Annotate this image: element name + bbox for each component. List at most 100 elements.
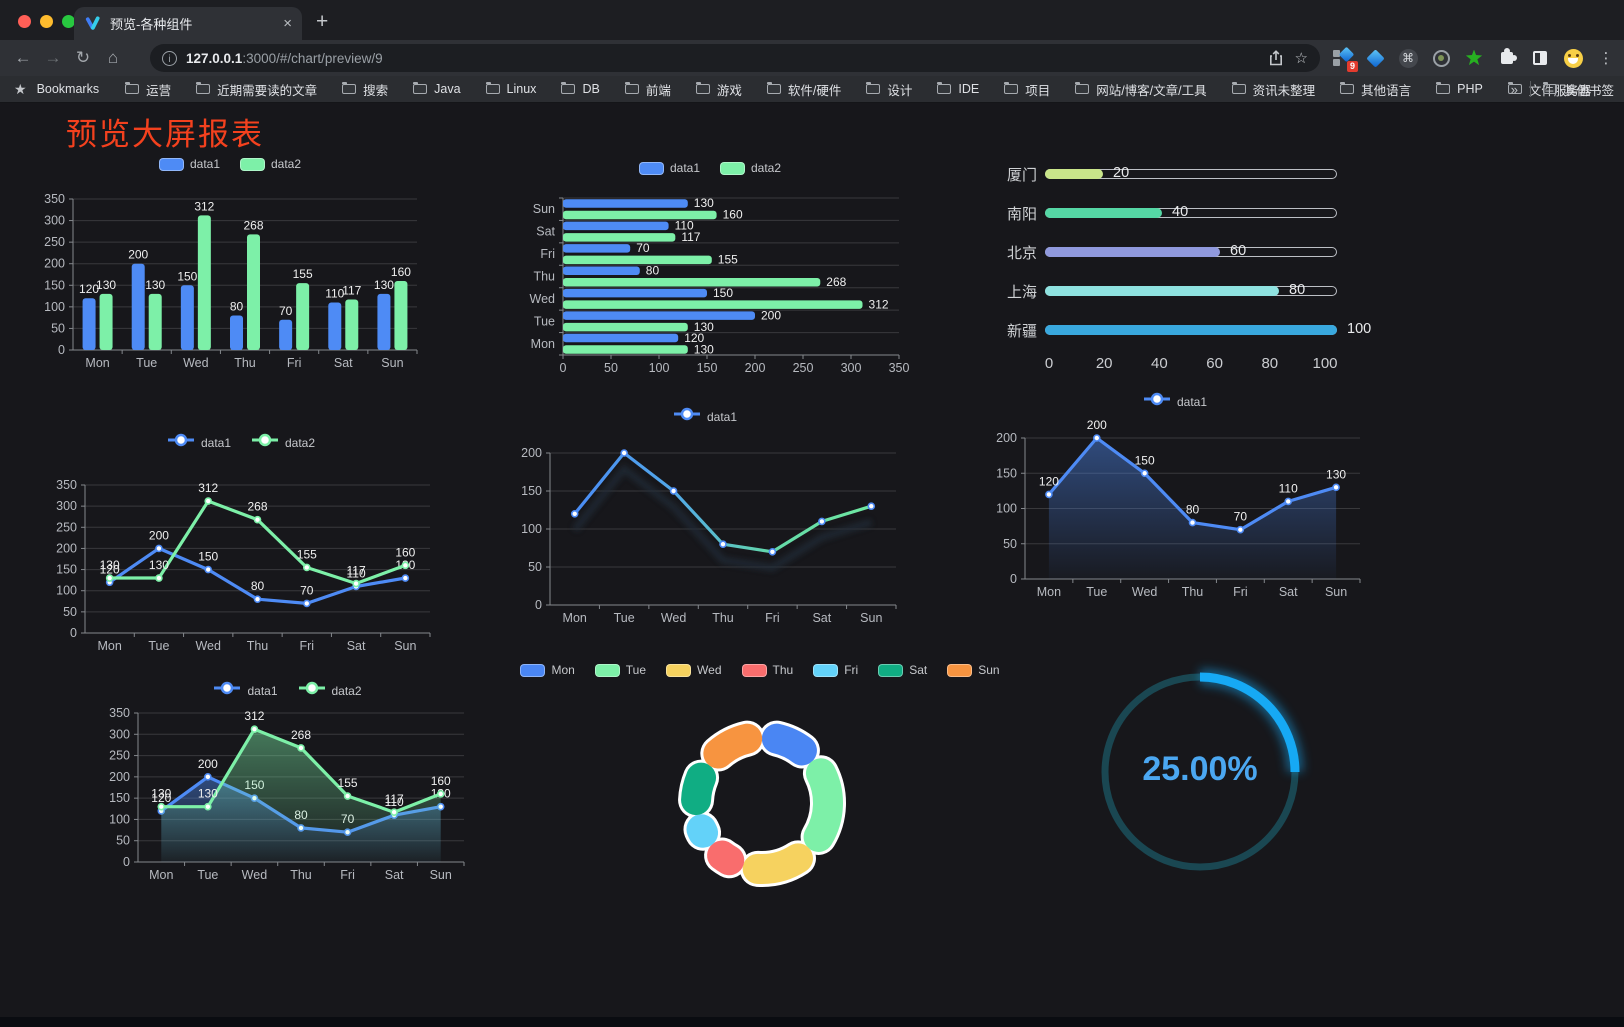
- svg-text:250: 250: [44, 235, 65, 249]
- legend-label: data1: [247, 683, 278, 698]
- bookmark-folder[interactable]: PHP: [1436, 81, 1483, 96]
- chart-gauge[interactable]: 25.00%: [1085, 652, 1315, 892]
- legend-item-Thu[interactable]: Thu: [741, 663, 793, 677]
- share-icon[interactable]: [1269, 50, 1283, 66]
- line-legend-marker-icon: [213, 681, 241, 700]
- bookmark-folder[interactable]: 资讯未整理: [1231, 80, 1315, 99]
- bookmark-label: 项目: [1025, 83, 1051, 98]
- bookmark-folder[interactable]: 网站/博客/文章/工具: [1075, 80, 1207, 99]
- legend-item-Fri[interactable]: Fri: [813, 663, 858, 677]
- bookmark-folder[interactable]: Java: [413, 81, 461, 96]
- tab-close-icon[interactable]: ×: [283, 15, 292, 32]
- legend-item-data1[interactable]: data1: [213, 681, 278, 700]
- bookmark-folder[interactable]: 其他语言: [1340, 80, 1411, 99]
- home-icon[interactable]: ⌂: [107, 48, 119, 67]
- chart-canvas-line-two-series[interactable]: 0 50 100 150 200 250 300 350 Mon Tue Wed Thu Fri Sat S…: [45, 425, 437, 653]
- bookmark-folder[interactable]: 项目: [1004, 80, 1050, 99]
- bookmark-folder[interactable]: 搜索: [342, 80, 388, 99]
- legend-item-Sun[interactable]: Sun: [947, 663, 1000, 677]
- traffic-light-minimize[interactable]: [40, 15, 53, 28]
- svg-text:350: 350: [44, 192, 65, 206]
- chart-bar-horizontal[interactable]: data1 data2 0 50 100 150 200 250 300 350 Mon 120 130…: [505, 147, 915, 375]
- browser-menu-icon[interactable]: ⋮: [1598, 50, 1614, 67]
- bookmark-folder[interactable]: 前端: [624, 80, 671, 99]
- bookmark-folder[interactable]: IDE: [937, 81, 979, 96]
- chart-canvas-gauge-percent[interactable]: [1085, 652, 1315, 892]
- profile-avatar[interactable]: [1563, 48, 1583, 68]
- bookmark-folder[interactable]: 运营: [125, 80, 171, 99]
- chart-line-two-series[interactable]: data1 data2 0 50 100 150 200 250 300 350 Mon Tue Wed…: [45, 425, 437, 653]
- svg-text:200: 200: [761, 308, 781, 322]
- legend-item-data1[interactable]: data1: [167, 433, 231, 452]
- bookmark-folder[interactable]: 文件服务器: [1507, 80, 1591, 99]
- chart-canvas-donut-week[interactable]: [560, 655, 960, 900]
- legend-label: data1: [189, 157, 220, 171]
- svg-text:Thu: Thu: [290, 868, 312, 882]
- extension-icon-grid[interactable]: 9: [1332, 46, 1358, 72]
- svg-text:Wed: Wed: [195, 639, 221, 653]
- chart-line-gradient[interactable]: data1 0 50 100 150 200 Mon Tue Wed Thu Fri Sat Sun: [505, 400, 905, 626]
- legend-item-Wed[interactable]: Wed: [666, 663, 722, 677]
- other-bookmarks-folder[interactable]: 其他书签: [1542, 80, 1614, 99]
- legend-item-data2[interactable]: data2: [720, 161, 781, 175]
- svg-text:Fri: Fri: [287, 356, 302, 370]
- forward-icon[interactable]: →: [44, 48, 62, 67]
- progress-fill: [1045, 286, 1279, 296]
- chart-canvas-line-area-two[interactable]: 0 50 100 150 200 250 300 350 Mon Tue Wed Thu Fri Sat S…: [100, 675, 475, 887]
- chart-line-area-two[interactable]: data1 data2 0 50 100 150 200 250 300 350 Mon Tue Wed…: [100, 675, 475, 887]
- extension-icon-star[interactable]: [1464, 48, 1484, 68]
- url-text[interactable]: 127.0.0.1:3000/#/chart/preview/9: [186, 50, 383, 66]
- bookmark-star-icon[interactable]: ☆: [1294, 50, 1308, 67]
- bookmark-folder[interactable]: Linux: [485, 81, 536, 96]
- svg-text:Sat: Sat: [1279, 585, 1298, 599]
- svg-text:200: 200: [149, 528, 169, 542]
- chart-bar-vertical[interactable]: data1 data2 0 50 100 150 200 250 300 350 Mon Tue Wed…: [35, 145, 425, 370]
- chart-canvas-line-area[interactable]: 0 50 100 150 200 Mon Tue Wed Thu Fri Sat Sun 120 200 1…: [980, 390, 1370, 602]
- reload-icon[interactable]: ↻: [75, 48, 91, 67]
- legend-item-data1[interactable]: data1: [638, 161, 700, 175]
- legend-item-data1[interactable]: data1: [158, 157, 220, 171]
- legend-item-data2[interactable]: data2: [240, 157, 301, 171]
- svg-text:155: 155: [338, 776, 358, 790]
- extension-icon-command[interactable]: ⌘: [1398, 48, 1418, 68]
- legend-item-data2[interactable]: data2: [251, 433, 315, 452]
- bookmarks-label[interactable]: Bookmarks: [36, 82, 100, 96]
- page-title: 预览大屏报表: [66, 117, 264, 152]
- new-tab-button[interactable]: +: [316, 10, 329, 33]
- chart-donut[interactable]: Mon Tue Wed Thu Fri Sat Sun: [520, 655, 1000, 900]
- svg-text:0: 0: [58, 343, 65, 357]
- chart-line-area[interactable]: data1 0 50 100 150 200 Mon Tue Wed Thu Fri Sat Sun 12…: [980, 390, 1370, 602]
- legend-item-Sat[interactable]: Sat: [878, 663, 927, 677]
- bookmark-folder[interactable]: 近期需要读的文章: [196, 80, 317, 99]
- extension-icon-darkmode[interactable]: [1530, 48, 1550, 68]
- chart-canvas-bar-grouped-vertical[interactable]: 0 50 100 150 200 250 300 350 Mon Tue Wed Thu Fri Sat S…: [35, 145, 425, 370]
- chart-city-progress[interactable]: 厦门 20 南阳 40 北京 60 上海 80 新疆 100 0 20 40 60 80 100: [985, 150, 1371, 390]
- svg-text:80: 80: [646, 264, 660, 278]
- bookmark-label: Java: [434, 82, 461, 96]
- bookmark-folder[interactable]: 游戏: [695, 80, 742, 99]
- legend-item-Mon[interactable]: Mon: [520, 663, 575, 677]
- svg-text:Wed: Wed: [183, 356, 209, 370]
- traffic-light-close[interactable]: [18, 15, 31, 28]
- traffic-light-zoom[interactable]: [62, 15, 75, 28]
- bookmarks-overflow-chevron[interactable]: »: [1510, 81, 1518, 97]
- chart-canvas-line-gradient[interactable]: 0 50 100 150 200 Mon Tue Wed Thu Fri Sat Sun: [505, 400, 905, 626]
- bookmark-folder[interactable]: 设计: [866, 80, 912, 99]
- legend-item-Tue[interactable]: Tue: [594, 663, 646, 677]
- extension-icon-recorder[interactable]: [1431, 48, 1451, 68]
- bookmark-folder[interactable]: DB: [561, 81, 600, 96]
- legend-item-data1[interactable]: data1: [673, 407, 737, 426]
- svg-text:130: 130: [96, 278, 116, 292]
- legend-item-data2[interactable]: data2: [298, 681, 362, 700]
- bookmarks-star-icon[interactable]: ★: [14, 80, 27, 97]
- legend-item-data1[interactable]: data1: [1143, 392, 1207, 411]
- bookmark-folder[interactable]: 软件/硬件: [766, 80, 841, 99]
- site-info-icon[interactable]: i: [162, 50, 177, 66]
- browser-tab[interactable]: 预览-各种组件 ×: [74, 7, 302, 40]
- svg-text:110: 110: [347, 566, 366, 580]
- extension-icon-diamond[interactable]: [1365, 48, 1385, 68]
- extensions-menu-icon[interactable]: [1497, 48, 1517, 68]
- back-icon[interactable]: ←: [14, 48, 32, 67]
- url-bar[interactable]: i 127.0.0.1:3000/#/chart/preview/9 ☆: [150, 44, 1320, 72]
